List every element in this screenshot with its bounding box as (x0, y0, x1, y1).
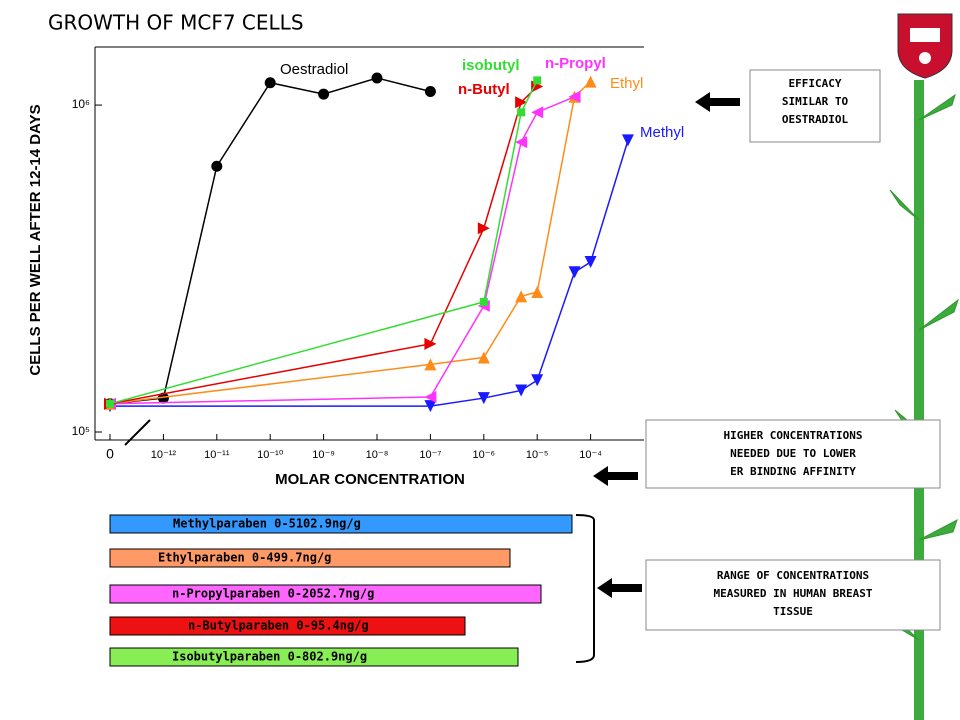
note-box (645, 419, 941, 489)
note-text: HIGHER CONCENTRATIONS (723, 429, 862, 442)
data-point (424, 390, 437, 403)
data-point (424, 358, 437, 371)
x-tick-label: 10⁻⁴ (579, 449, 602, 461)
range-bars (109, 514, 573, 667)
note-text: TISSUE (773, 605, 813, 618)
range-bar (109, 584, 542, 604)
x-tick-label: 10⁻⁷ (419, 449, 441, 461)
data-point (424, 400, 437, 413)
note-box (645, 559, 941, 631)
plot-frame (94, 46, 644, 446)
data-point (515, 384, 528, 397)
x-axis-label: MOLAR CONCENTRATION (275, 471, 465, 488)
range-bar (109, 548, 511, 568)
note-text: OESTRADIOL (782, 113, 849, 126)
slide-title: GROWTH OF MCF7 CELLS (48, 11, 304, 35)
data-point (479, 297, 488, 306)
y-tick-label: 10⁶ (72, 97, 90, 111)
series-label: isobutyl (462, 57, 520, 74)
x-tick-label: 10⁻⁸ (366, 449, 389, 461)
data-point (517, 108, 526, 117)
data-point (515, 290, 528, 303)
series-line (109, 85, 538, 405)
data-point (531, 374, 544, 387)
series-line (109, 77, 431, 405)
x-tick-label: 10⁻¹¹ (204, 449, 230, 461)
range-bar (109, 647, 519, 667)
data-point (621, 134, 634, 147)
x-tick-label: 10⁻⁵ (526, 449, 549, 461)
range-label: Ethylparaben 0-499.7ng/g (158, 551, 331, 565)
series-label: n-Butyl (458, 81, 510, 98)
note-text: RANGE OF CONCENTRATIONS (717, 569, 869, 582)
data-point (106, 399, 114, 408)
data-point (157, 392, 169, 404)
note-box (749, 69, 881, 143)
range-label: Methylparaben 0-5102.9ng/g (173, 517, 361, 531)
note-text: SIMILAR TO (782, 95, 849, 108)
series-line (109, 96, 575, 405)
data-point (424, 86, 436, 98)
series-line (109, 80, 538, 405)
x-tick-label: 0 (106, 446, 114, 462)
range-label: n-Propylparaben 0-2052.7ng/g (172, 587, 374, 601)
data-point (568, 90, 581, 103)
x-tick-label: 10⁻¹⁰ (257, 449, 284, 461)
data-point (477, 392, 490, 405)
logo (897, 13, 953, 79)
series-line (109, 81, 592, 405)
data-point (264, 77, 276, 89)
data-point (531, 286, 544, 299)
data-point (515, 96, 528, 109)
series-label: Oestradiol (280, 61, 348, 78)
data-point (424, 337, 437, 350)
x-tick-label: 10⁻¹² (151, 449, 177, 461)
data-point (515, 136, 528, 149)
range-bar (109, 514, 573, 534)
note-text: EFFICACY (789, 77, 842, 90)
data-point (477, 222, 490, 235)
range-label: n-Butylparaben 0-95.4ng/g (188, 619, 369, 633)
data-point (568, 266, 581, 279)
data-point (533, 76, 542, 85)
x-tick-label: 10⁻⁶ (473, 449, 496, 461)
bamboo-decoration (889, 80, 959, 720)
y-tick-label: 10⁵ (72, 424, 90, 438)
y-axis-label: CELLS PER WELL AFTER 12-14 DAYS (27, 104, 44, 375)
note-text: ER BINDING AFFINITY (730, 465, 856, 478)
note-text: MEASURED IN HUMAN BREAST (714, 587, 873, 600)
data-point (371, 72, 383, 84)
data-point (531, 106, 544, 119)
data-point (318, 88, 330, 100)
x-tick-label: 10⁻⁹ (312, 449, 335, 461)
series-label: Methyl (640, 124, 684, 141)
range-bar (109, 616, 466, 636)
series-label: Ethyl (610, 75, 643, 92)
data-point (584, 75, 597, 88)
arrows (575, 92, 740, 663)
range-label: Isobutylparaben 0-802.9ng/g (172, 650, 367, 664)
data-point (211, 160, 223, 172)
data-point (477, 351, 490, 364)
series-label: n-Propyl (545, 55, 606, 72)
data-point (584, 256, 597, 269)
note-text: NEEDED DUE TO LOWER (730, 447, 856, 460)
series-line (110, 140, 629, 407)
